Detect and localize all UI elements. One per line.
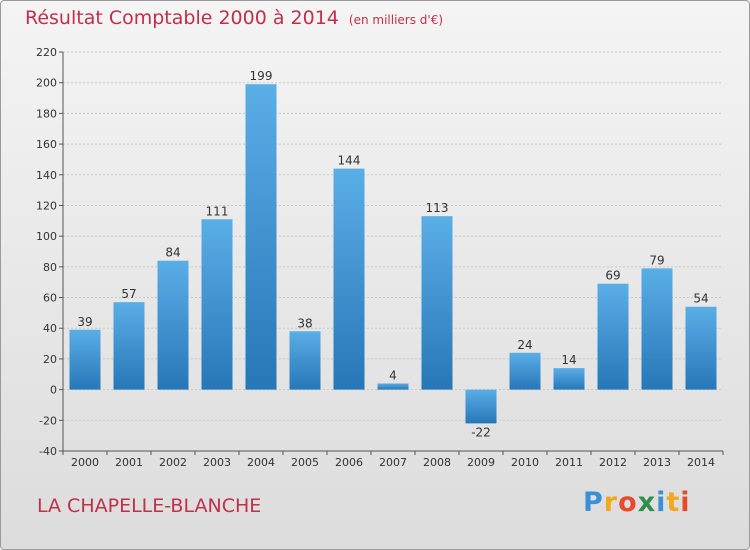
logo-letter: i: [656, 487, 667, 518]
bar-2013: [641, 268, 673, 390]
logo-letter: P: [583, 487, 604, 518]
data-label-2013: 79: [649, 253, 664, 267]
x-tick-label-2003: 2003: [203, 456, 231, 469]
bar-2007: [377, 383, 409, 390]
logo-letter: o: [618, 487, 638, 518]
data-label-2007: 4: [389, 368, 397, 382]
logo-letter: i: [680, 487, 691, 518]
bar-2011: [553, 368, 585, 390]
bar-2014: [685, 306, 717, 390]
logo-letter: r: [603, 487, 619, 518]
y-tick-label: 60: [43, 292, 57, 305]
y-tick-label: 0: [50, 384, 57, 397]
chart-title: Résultat Comptable 2000 à 2014 (en millie…: [25, 7, 443, 29]
bars: [69, 84, 717, 424]
y-tick-label: -40: [39, 445, 57, 458]
y-tick-label: 20: [43, 353, 57, 366]
y-tick-label: 180: [36, 107, 57, 120]
axes: [59, 51, 724, 455]
bar-2006: [333, 168, 365, 390]
y-tick-label: 200: [36, 77, 57, 90]
data-label-2001: 57: [121, 287, 136, 301]
y-tick-label: 160: [36, 138, 57, 151]
x-tick-label-2014: 2014: [687, 456, 715, 469]
data-label-2012: 69: [605, 269, 620, 283]
data-label-2000: 39: [77, 315, 92, 329]
bar-2009: [465, 389, 497, 424]
y-tick-label: 40: [43, 322, 57, 335]
data-label-2006: 144: [338, 154, 361, 168]
bar-2000: [69, 329, 101, 390]
data-label-2005: 38: [297, 316, 312, 330]
y-tick-label: -20: [39, 414, 57, 427]
bar-2001: [113, 302, 145, 390]
x-tick-label-2010: 2010: [511, 456, 539, 469]
proxiti-logo[interactable]: Proxiti: [583, 487, 691, 518]
y-tick-label: 100: [36, 230, 57, 243]
data-label-2009: -22: [471, 425, 491, 439]
x-tick-label-2002: 2002: [159, 456, 187, 469]
data-label-2014: 54: [693, 292, 708, 306]
x-tick-label-2005: 2005: [291, 456, 319, 469]
bar-2005: [289, 331, 321, 390]
bar-2010: [509, 352, 541, 390]
data-label-2004: 199: [250, 69, 273, 83]
x-tick-label-2001: 2001: [115, 456, 143, 469]
logo-letter: t: [666, 487, 681, 518]
data-label-2003: 111: [206, 204, 229, 218]
x-tick-label-2007: 2007: [379, 456, 407, 469]
bar-2003: [201, 219, 233, 390]
commune-name: LA CHAPELLE-BLANCHE: [37, 495, 262, 517]
x-tick-label-2011: 2011: [555, 456, 583, 469]
data-label-2002: 84: [165, 246, 180, 260]
chart-subtitle: (en milliers d'€): [348, 13, 444, 27]
bar-2004: [245, 84, 277, 390]
data-label-2011: 14: [561, 353, 576, 367]
data-label-2008: 113: [426, 201, 449, 215]
title-text: Résultat Comptable 2000 à 2014: [25, 7, 339, 29]
x-tick-label-2006: 2006: [335, 456, 363, 469]
y-tick-label: 220: [36, 46, 57, 59]
bar-2008: [421, 216, 453, 390]
y-tick-label: 80: [43, 261, 57, 274]
x-tick-label-2013: 2013: [643, 456, 671, 469]
y-tick-label: 120: [36, 199, 57, 212]
x-tick-label-2000: 2000: [71, 456, 99, 469]
grid-lines: [63, 51, 723, 452]
bar-2012: [597, 283, 629, 390]
x-tick-label-2004: 2004: [247, 456, 275, 469]
y-tick-label: 140: [36, 169, 57, 182]
data-label-2010: 24: [517, 338, 532, 352]
x-tick-label-2008: 2008: [423, 456, 451, 469]
logo-letter: x: [637, 487, 657, 518]
bar-2002: [157, 260, 189, 390]
labels: -40 -20 0 20 40 60 80 100 120 140 160 180 200 220 39 20…: [36, 46, 715, 469]
x-tick-label-2012: 2012: [599, 456, 627, 469]
x-tick-label-2009: 2009: [467, 456, 495, 469]
